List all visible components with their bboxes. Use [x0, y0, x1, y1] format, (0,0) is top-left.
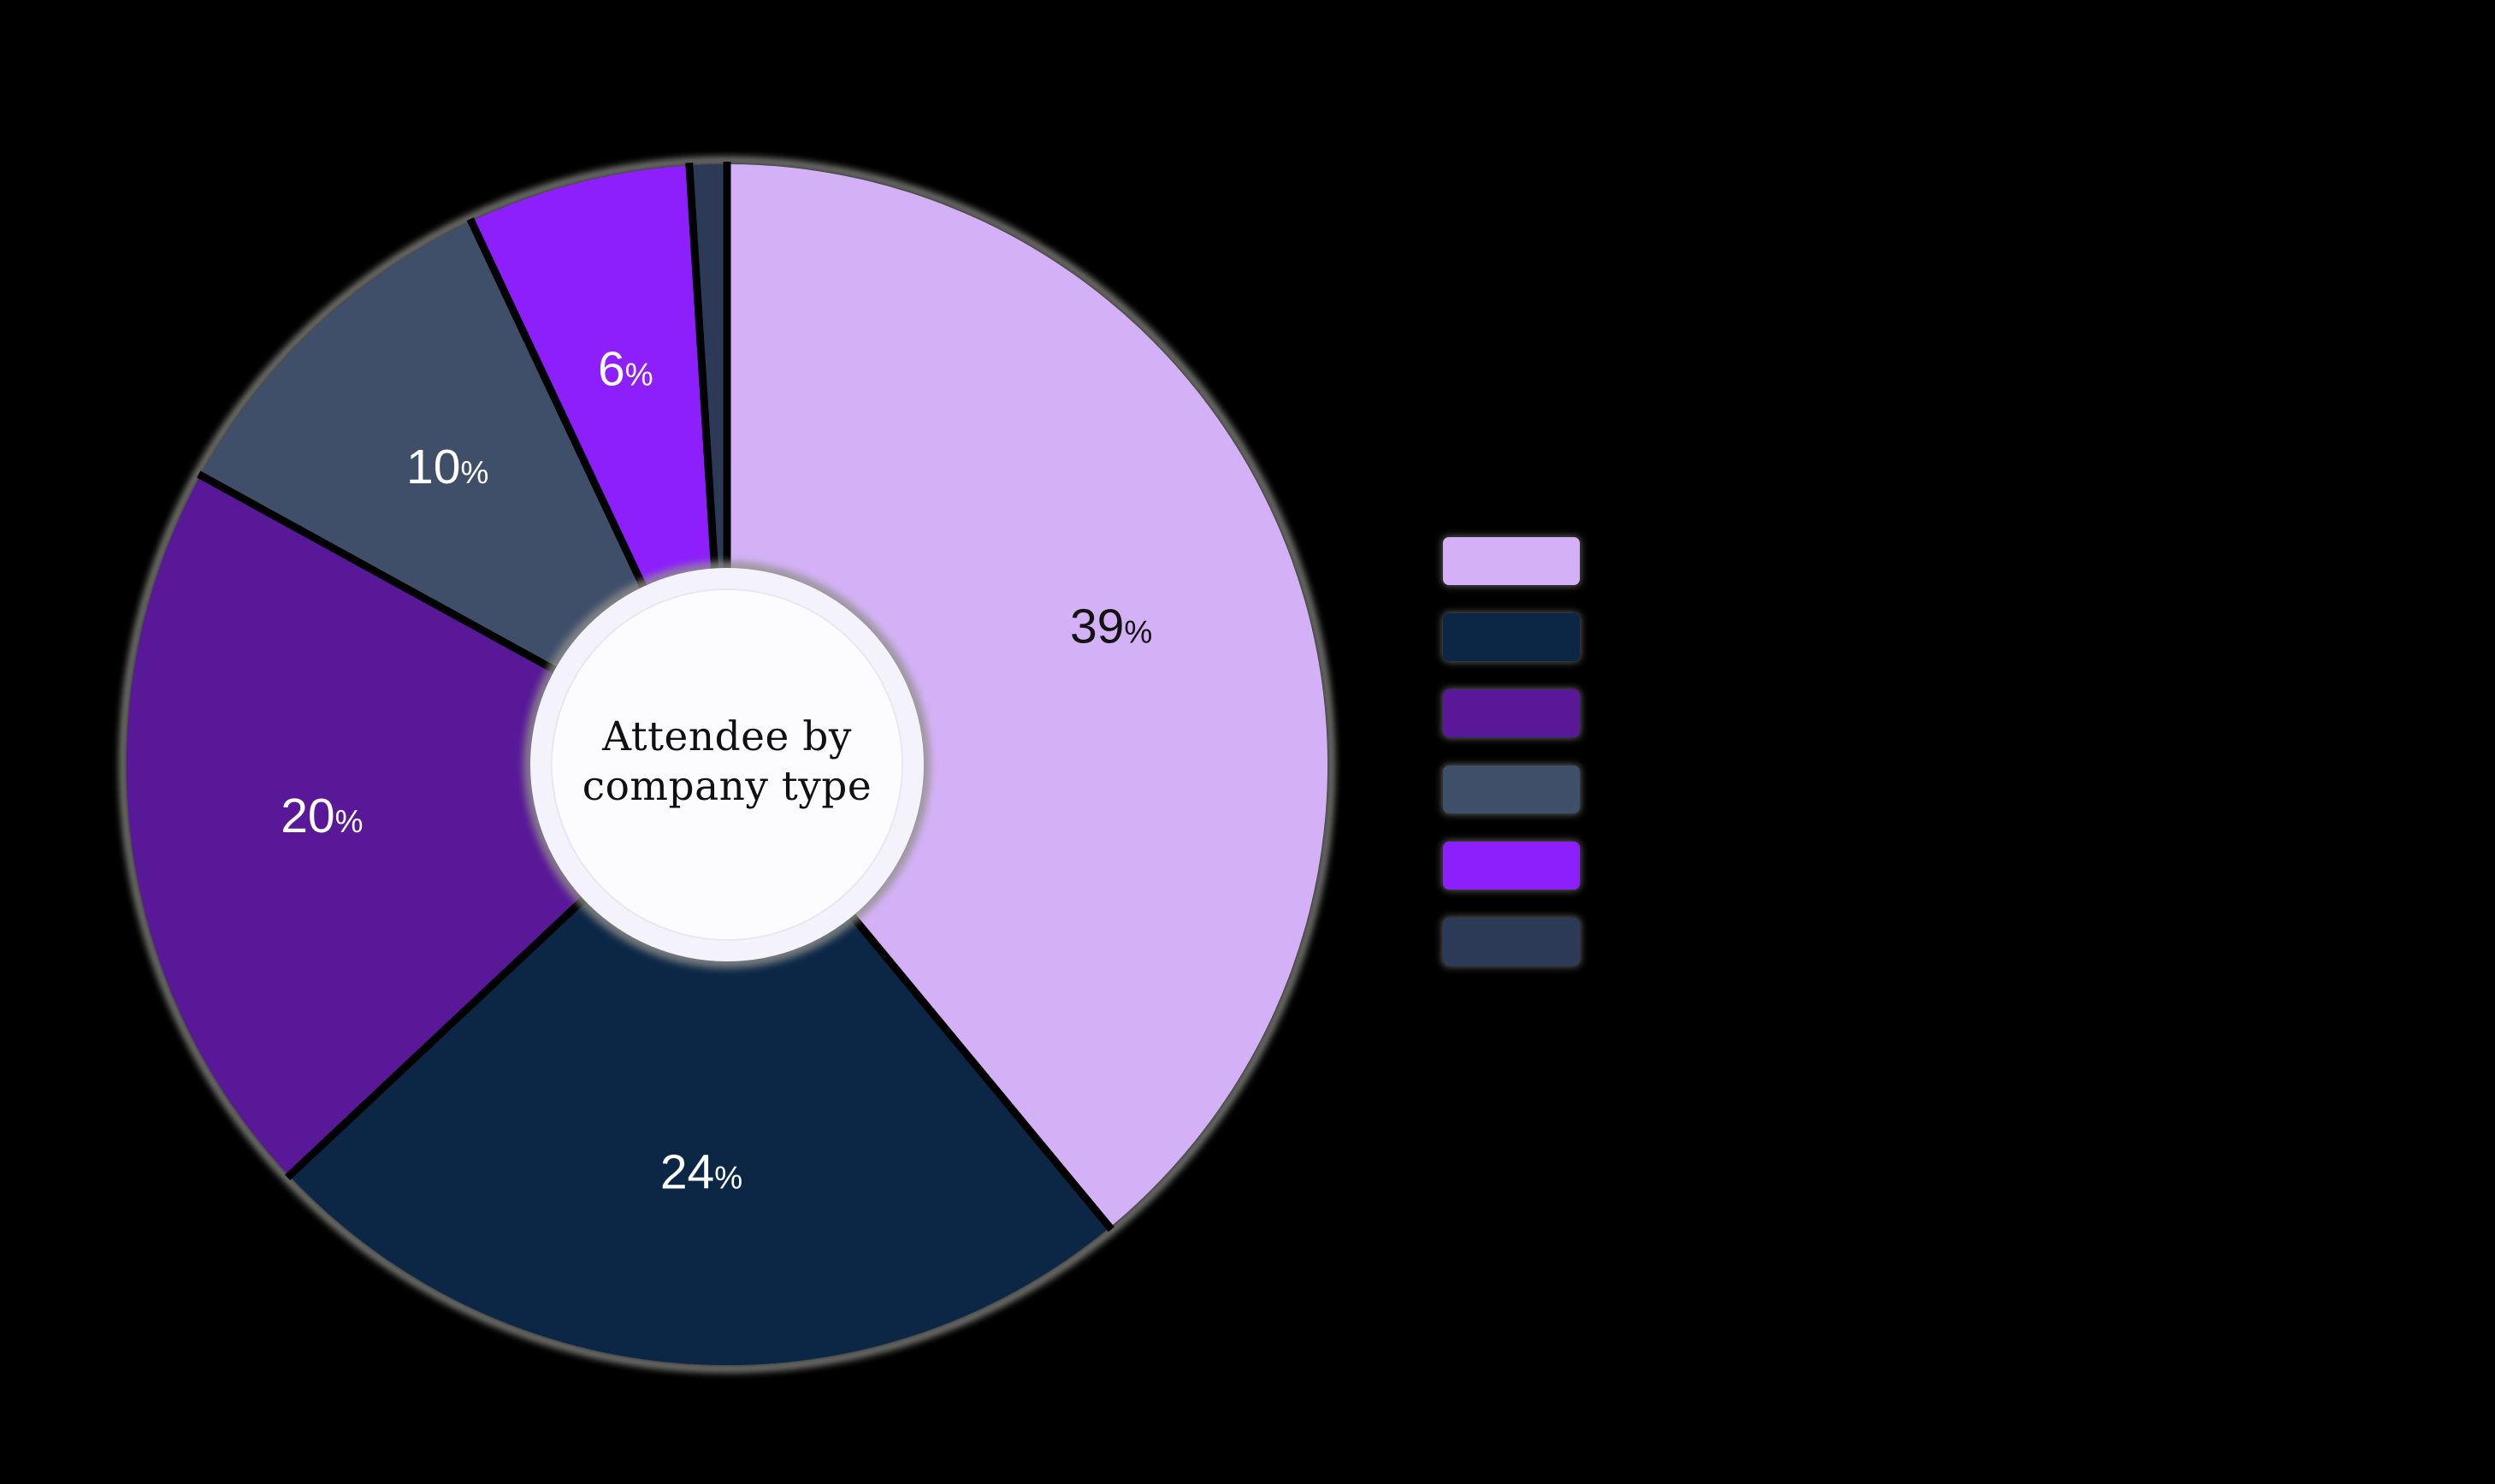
slice-label-39pct: 39%: [1070, 599, 1152, 653]
donut-center-title-line2: company type: [582, 763, 872, 810]
legend-swatch-2: [1443, 613, 1580, 661]
pie-slice-24pct: [289, 765, 1110, 1366]
chart-legend: [1443, 537, 1580, 966]
legend-swatch-3: [1443, 689, 1580, 737]
donut-center-disc: [551, 588, 903, 941]
slice-label-24pct: 24%: [660, 1144, 742, 1199]
pie-drop-shadow: [120, 157, 1334, 1372]
legend-swatch-5: [1443, 842, 1580, 890]
donut-center-title-line1: Attendee by: [602, 713, 852, 760]
slice-label-6pct: 6%: [598, 342, 653, 397]
legend-swatch-1: [1443, 537, 1580, 585]
donut-center-title: Attendee by company type: [428, 712, 1026, 812]
legend-swatch-4: [1443, 766, 1580, 813]
pie-slice-39pct: [727, 164, 1328, 1227]
slice-label-10pct: 10%: [406, 440, 488, 494]
legend-swatch-6: [1443, 918, 1580, 966]
pie-slice-20pct: [126, 475, 727, 1176]
slice-label-20pct: 20%: [281, 789, 363, 843]
